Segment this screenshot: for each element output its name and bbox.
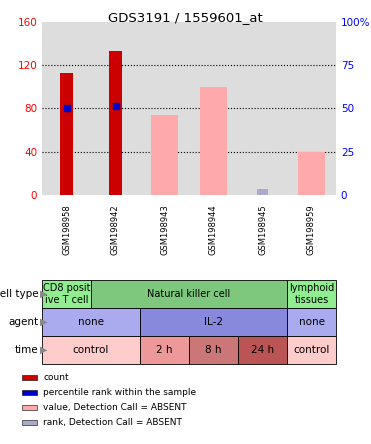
Text: count: count <box>43 373 69 382</box>
Text: GDS3191 / 1559601_at: GDS3191 / 1559601_at <box>108 11 263 24</box>
Bar <box>189 336 238 364</box>
Text: GSM198942: GSM198942 <box>111 204 120 254</box>
Bar <box>22 390 37 395</box>
Text: rank, Detection Call = ABSENT: rank, Detection Call = ABSENT <box>43 418 183 427</box>
Text: GSM198945: GSM198945 <box>258 204 267 254</box>
Bar <box>22 375 37 380</box>
Text: GSM198959: GSM198959 <box>307 204 316 254</box>
Bar <box>22 420 37 425</box>
Text: GSM198944: GSM198944 <box>209 204 218 254</box>
Text: 8 h: 8 h <box>205 345 222 355</box>
Text: none: none <box>299 317 325 327</box>
Bar <box>42 336 140 364</box>
Bar <box>287 280 336 308</box>
Bar <box>42 308 140 336</box>
Bar <box>140 308 287 336</box>
Bar <box>42 280 91 308</box>
Text: cell type: cell type <box>0 289 38 299</box>
Bar <box>109 51 122 195</box>
Text: IL-2: IL-2 <box>204 317 223 327</box>
Text: Natural killer cell: Natural killer cell <box>147 289 231 299</box>
Text: CD8 posit
ive T cell: CD8 posit ive T cell <box>43 283 90 305</box>
Bar <box>91 280 287 308</box>
Bar <box>257 189 268 195</box>
Text: ▶: ▶ <box>40 345 47 355</box>
Bar <box>200 87 227 195</box>
Text: GSM198943: GSM198943 <box>160 204 169 255</box>
Bar <box>22 405 37 410</box>
Text: ▶: ▶ <box>40 289 47 299</box>
Text: none: none <box>78 317 104 327</box>
Text: 2 h: 2 h <box>156 345 173 355</box>
Bar <box>287 336 336 364</box>
Text: lymphoid
tissues: lymphoid tissues <box>289 283 334 305</box>
Text: value, Detection Call = ABSENT: value, Detection Call = ABSENT <box>43 403 187 412</box>
Text: ▶: ▶ <box>40 317 47 327</box>
Text: GSM198958: GSM198958 <box>62 204 71 255</box>
Bar <box>151 115 178 195</box>
Bar <box>238 336 287 364</box>
Text: agent: agent <box>8 317 38 327</box>
Text: 24 h: 24 h <box>251 345 274 355</box>
Bar <box>60 73 73 195</box>
Text: percentile rank within the sample: percentile rank within the sample <box>43 388 197 397</box>
Bar <box>140 336 189 364</box>
Bar <box>287 308 336 336</box>
Text: time: time <box>15 345 38 355</box>
Text: control: control <box>293 345 330 355</box>
Text: control: control <box>73 345 109 355</box>
Bar <box>298 152 325 195</box>
